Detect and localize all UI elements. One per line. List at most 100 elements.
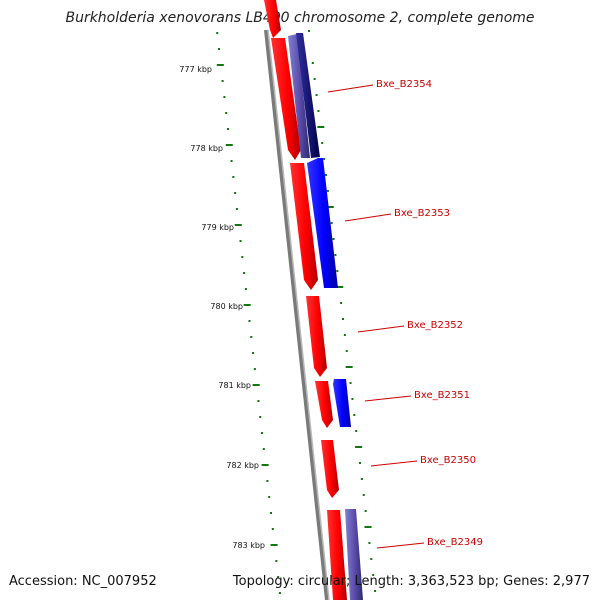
minor-tick — [241, 256, 244, 258]
gene-arrow-reverse[interactable] — [288, 34, 310, 158]
minor-tick — [343, 334, 346, 336]
minor-tick — [226, 128, 229, 130]
minor-tick — [313, 78, 316, 80]
minor-tick — [349, 382, 352, 384]
scale-label: 778 kbp — [190, 144, 223, 153]
reverse-strand-track — [288, 33, 363, 600]
gene-arrow-reverse[interactable] — [345, 509, 363, 600]
minor-tick — [235, 208, 238, 210]
major-tick — [364, 526, 372, 528]
minor-tick — [355, 430, 358, 432]
minor-tick — [358, 462, 361, 464]
minor-tick — [244, 288, 247, 290]
minor-tick — [364, 510, 367, 512]
gene-arrow-forward[interactable] — [271, 38, 301, 160]
gene-arrow-forward[interactable] — [264, 0, 281, 38]
minor-tick — [266, 480, 269, 482]
minor-tick — [340, 302, 343, 304]
gene-arrow-forward[interactable] — [290, 163, 318, 290]
gene-label[interactable]: Bxe_B2353 — [394, 208, 450, 219]
minor-tick — [262, 448, 265, 450]
gene-label[interactable]: Bxe_B2351 — [414, 390, 470, 401]
accession-text: Accession: NC_007952 — [9, 574, 157, 589]
minor-tick — [334, 254, 337, 256]
outer-tick-marks — [308, 30, 377, 592]
gene-label[interactable]: Bxe_B2354 — [376, 79, 432, 90]
minor-tick — [221, 80, 224, 82]
major-tick — [261, 464, 269, 466]
minor-tick — [218, 48, 221, 50]
scale-labels: 777 kbp 778 kbp 779 kbp 780 kbp 781 kbp … — [179, 65, 265, 550]
gene-arrow-forward[interactable] — [327, 510, 347, 600]
minor-tick — [252, 352, 255, 354]
minor-tick — [257, 400, 260, 402]
major-tick — [326, 206, 334, 208]
minor-tick — [230, 160, 233, 162]
minor-tick — [370, 558, 373, 560]
gene-arrow-forward[interactable] — [315, 381, 333, 428]
tick-marks — [216, 32, 281, 594]
forward-strand-track — [264, 0, 347, 600]
minor-tick — [259, 416, 262, 418]
major-tick — [234, 224, 242, 226]
genome-info-text: Topology: circular; Length: 3,363,523 bp… — [232, 574, 590, 589]
minor-tick — [324, 174, 327, 176]
major-tick — [345, 366, 353, 368]
minor-tick — [269, 512, 272, 514]
minor-tick — [336, 270, 339, 272]
map-title: Burkholderia xenovorans LB400 chromosome… — [65, 10, 535, 26]
minor-tick — [234, 192, 237, 194]
minor-tick — [351, 398, 354, 400]
gene-arrow-reverse[interactable] — [333, 379, 351, 427]
minor-tick — [332, 238, 335, 240]
minor-tick — [311, 62, 314, 64]
minor-tick — [216, 32, 219, 34]
scale-label: 779 kbp — [201, 223, 234, 232]
minor-tick — [362, 494, 365, 496]
gene-arrow-reverse[interactable] — [296, 33, 320, 158]
minor-tick — [223, 96, 226, 98]
minor-tick — [277, 576, 280, 578]
major-tick — [336, 286, 344, 288]
gene-label[interactable]: Bxe_B2352 — [407, 320, 463, 331]
major-tick — [355, 446, 363, 448]
minor-tick — [372, 574, 375, 576]
minor-tick — [353, 414, 356, 416]
gene-label[interactable]: Bxe_B2350 — [420, 455, 476, 466]
scale-label: 777 kbp — [179, 65, 212, 74]
major-tick — [270, 544, 278, 546]
minor-tick — [239, 240, 242, 242]
minor-tick — [308, 30, 310, 32]
major-tick — [216, 64, 224, 66]
scale-label: 781 kbp — [218, 381, 251, 390]
major-tick — [225, 144, 233, 146]
minor-tick — [323, 158, 326, 160]
minor-tick — [321, 142, 324, 144]
minor-tick — [268, 496, 271, 498]
gene-label[interactable]: Bxe_B2349 — [427, 537, 483, 548]
minor-tick — [243, 272, 246, 274]
gene-labels: Bxe_B2354 Bxe_B2353 Bxe_B2352 Bxe_B2351 … — [376, 79, 483, 548]
minor-tick — [271, 528, 274, 530]
minor-tick — [317, 110, 320, 112]
minor-tick — [368, 542, 371, 544]
gene-arrow-reverse[interactable] — [307, 158, 338, 288]
minor-tick — [341, 318, 344, 320]
minor-tick — [330, 222, 333, 224]
minor-tick — [315, 94, 318, 96]
scale-label: 782 kbp — [226, 461, 259, 470]
minor-tick — [360, 478, 363, 480]
minor-tick — [345, 350, 348, 352]
minor-tick — [248, 320, 251, 322]
minor-tick — [278, 592, 281, 594]
major-tick — [317, 126, 325, 128]
gene-arrow-forward[interactable] — [306, 296, 327, 377]
minor-tick — [250, 336, 253, 338]
minor-tick — [326, 190, 329, 192]
minor-tick — [275, 560, 278, 562]
minor-tick — [261, 432, 264, 434]
gene-arrow-forward[interactable] — [321, 440, 339, 498]
scale-label: 780 kbp — [210, 302, 243, 311]
minor-tick — [225, 112, 228, 114]
